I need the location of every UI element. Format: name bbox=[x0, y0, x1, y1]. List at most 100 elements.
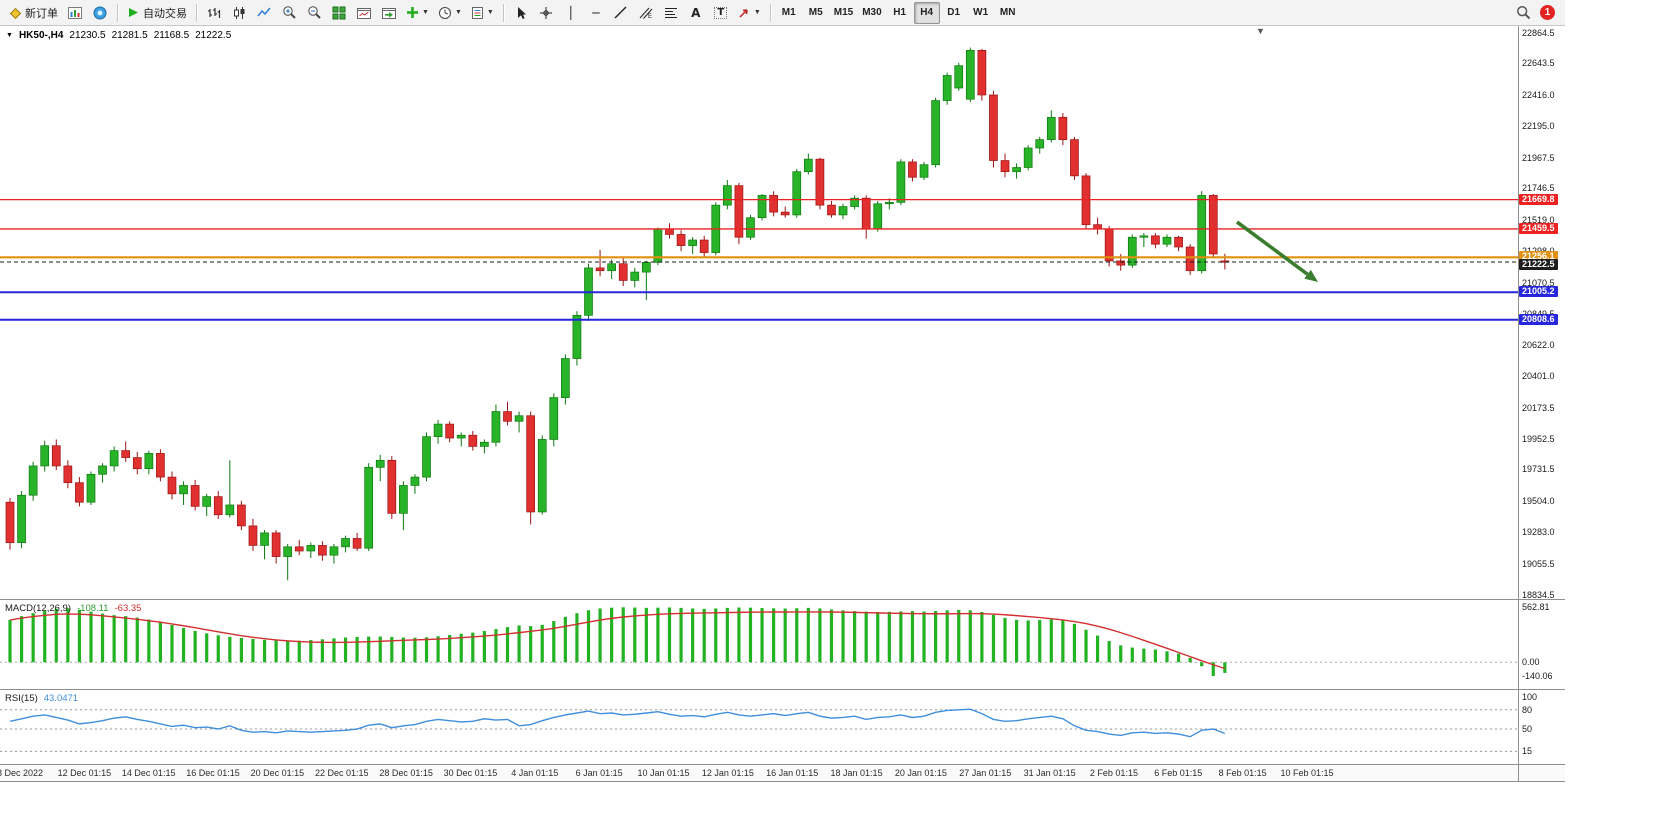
timeframe-h1[interactable]: H1 bbox=[887, 2, 913, 24]
time-axis-label: 20 Dec 01:15 bbox=[250, 768, 305, 778]
macd-name: MACD(12,26,9) bbox=[5, 603, 71, 614]
new-order-button[interactable]: 新订单 bbox=[4, 2, 62, 24]
chart-shift-button[interactable] bbox=[377, 2, 401, 24]
zoom-out-icon bbox=[307, 5, 322, 20]
close-value: 21222.5 bbox=[195, 30, 232, 41]
timeframe-m30[interactable]: M30 bbox=[858, 2, 885, 24]
arrange-windows-button[interactable] bbox=[352, 2, 376, 24]
new-order-label: 新订单 bbox=[25, 7, 58, 20]
trend-arrow-object[interactable] bbox=[1235, 220, 1309, 276]
collapse-triangle-icon[interactable]: ▼ bbox=[6, 32, 13, 39]
price-level-label[interactable]: 20808.6 bbox=[1519, 313, 1558, 325]
price-axis-tick: 19731.5 bbox=[1522, 464, 1555, 475]
macd-indicator-pane[interactable] bbox=[0, 600, 1518, 690]
trend-arrow-head[interactable] bbox=[1304, 269, 1318, 282]
price-axis-tick: 21519.0 bbox=[1522, 215, 1555, 226]
price-axis-tick: 22643.5 bbox=[1522, 58, 1555, 69]
price-axis-border bbox=[1518, 26, 1519, 782]
time-axis-label: 27 Jan 01:15 bbox=[959, 768, 1012, 778]
main-price-chart[interactable] bbox=[0, 26, 1518, 600]
tile-windows-button[interactable] bbox=[327, 2, 351, 24]
macd-signal-line bbox=[9, 611, 1226, 670]
tile-windows-icon bbox=[332, 6, 346, 20]
timeframe-m15[interactable]: M15 bbox=[830, 2, 857, 24]
zoom-in-button[interactable] bbox=[277, 2, 301, 24]
chart-window: ▼ HK50-,H4 21230.5 21281.5 21168.5 21222… bbox=[0, 26, 1565, 782]
rsi-axis-tick: 80 bbox=[1522, 704, 1533, 715]
vertical-line-tool-button[interactable]: │ bbox=[559, 2, 583, 24]
price-axis-tick: 19952.5 bbox=[1522, 433, 1555, 444]
bar-chart-icon bbox=[207, 6, 221, 20]
time-axis-label: 28 Dec 01:15 bbox=[379, 768, 433, 778]
price-level-label[interactable]: 21005.2 bbox=[1519, 286, 1558, 298]
auto-trading-play-icon bbox=[127, 6, 140, 19]
periods-button[interactable]: ▼ bbox=[434, 2, 466, 24]
toolbar-separator bbox=[196, 3, 197, 22]
search-button[interactable] bbox=[1511, 2, 1535, 24]
toolbar-separator bbox=[502, 3, 504, 22]
notification-badge[interactable]: 1 bbox=[1540, 5, 1555, 20]
zoom-in-icon bbox=[282, 5, 297, 20]
text-tool-button[interactable]: A bbox=[684, 2, 708, 24]
price-axis-tick: 18834.5 bbox=[1522, 589, 1555, 600]
trendline-tool-button[interactable] bbox=[609, 2, 633, 24]
candles-layer bbox=[5, 47, 1230, 581]
cursor-tool-button[interactable] bbox=[509, 2, 533, 24]
macd-main-value: -108.11 bbox=[77, 603, 109, 614]
time-axis-label: 6 Feb 01:15 bbox=[1154, 768, 1203, 778]
price-axis-tick: 20622.0 bbox=[1522, 340, 1555, 351]
text-icon: A bbox=[691, 5, 701, 20]
chart-shift-icon bbox=[381, 6, 397, 20]
line-chart-type-button[interactable] bbox=[252, 2, 276, 24]
price-level-label[interactable]: 21256.1 bbox=[1519, 251, 1558, 263]
price-level-label[interactable]: 21459.5 bbox=[1519, 222, 1558, 234]
price-level-label[interactable]: 21669.8 bbox=[1519, 193, 1558, 205]
horizontal-line-tool-button[interactable]: ─ bbox=[584, 2, 608, 24]
price-axis[interactable]: 22864.5 22643.5 22416.0 22195.0 21967.5 21746… bbox=[1519, 26, 1565, 782]
shift-marker-icon[interactable]: ▼ bbox=[1256, 26, 1265, 36]
channel-tool-button[interactable]: E bbox=[634, 2, 658, 24]
profiles-button[interactable] bbox=[88, 2, 112, 24]
time-axis[interactable]: 8 Dec 2022 12 Dec 01:15 14 Dec 01:15 16 Dec… bbox=[0, 765, 1565, 782]
arrows-tool-button[interactable]: ▼ bbox=[734, 2, 765, 24]
time-axis-label: 20 Jan 01:15 bbox=[894, 768, 947, 778]
time-axis-label: 18 Jan 01:15 bbox=[830, 768, 883, 778]
text-label-tool-button[interactable]: T bbox=[709, 2, 733, 24]
indicators-button[interactable]: ▼ bbox=[402, 2, 433, 24]
bar-chart-type-button[interactable] bbox=[202, 2, 226, 24]
fibonacci-tool-button[interactable] bbox=[659, 2, 683, 24]
zoom-out-button[interactable] bbox=[302, 2, 326, 24]
window-bottom-border bbox=[0, 781, 1565, 782]
auto-trading-button[interactable]: 自动交易 bbox=[123, 2, 191, 24]
timeframe-d1[interactable]: D1 bbox=[941, 2, 967, 24]
new-chart-button[interactable] bbox=[63, 2, 87, 24]
rsi-indicator-pane[interactable] bbox=[0, 690, 1518, 765]
high-value: 21281.5 bbox=[111, 30, 148, 41]
timeframe-m1[interactable]: M1 bbox=[776, 2, 802, 24]
rsi-line bbox=[9, 708, 1226, 738]
candlestick-type-button[interactable] bbox=[227, 2, 251, 24]
timeframe-h4[interactable]: H4 bbox=[913, 1, 940, 24]
crosshair-tool-button[interactable] bbox=[534, 2, 558, 24]
pane-divider[interactable] bbox=[0, 689, 1565, 690]
arrange-windows-icon bbox=[356, 6, 372, 20]
time-axis-label: 16 Jan 01:15 bbox=[766, 768, 819, 778]
time-axis-label: 30 Dec 01:15 bbox=[443, 768, 498, 778]
pane-divider bbox=[0, 764, 1565, 765]
rsi-label: RSI(15) 43.0471 bbox=[5, 693, 78, 704]
toolbar-separator bbox=[117, 3, 118, 22]
horizontal-line-icon: ─ bbox=[592, 5, 600, 20]
new-chart-icon bbox=[67, 5, 83, 21]
chevron-down-icon: ▼ bbox=[422, 9, 429, 16]
timeframe-m5[interactable]: M5 bbox=[803, 2, 829, 24]
timeframe-w1[interactable]: W1 bbox=[968, 2, 994, 24]
time-axis-label: 6 Jan 01:15 bbox=[575, 768, 623, 778]
price-axis-tick: 21298.0 bbox=[1522, 246, 1555, 257]
crosshair-icon bbox=[539, 6, 553, 20]
templates-button[interactable]: ▼ bbox=[467, 2, 498, 24]
time-axis-label: 8 Dec 2022 bbox=[0, 768, 44, 778]
pane-divider[interactable] bbox=[0, 599, 1565, 600]
new-order-icon bbox=[8, 6, 22, 20]
timeframe-mn[interactable]: MN bbox=[995, 2, 1021, 24]
bid-price-label[interactable]: 21222.5 bbox=[1519, 258, 1558, 270]
